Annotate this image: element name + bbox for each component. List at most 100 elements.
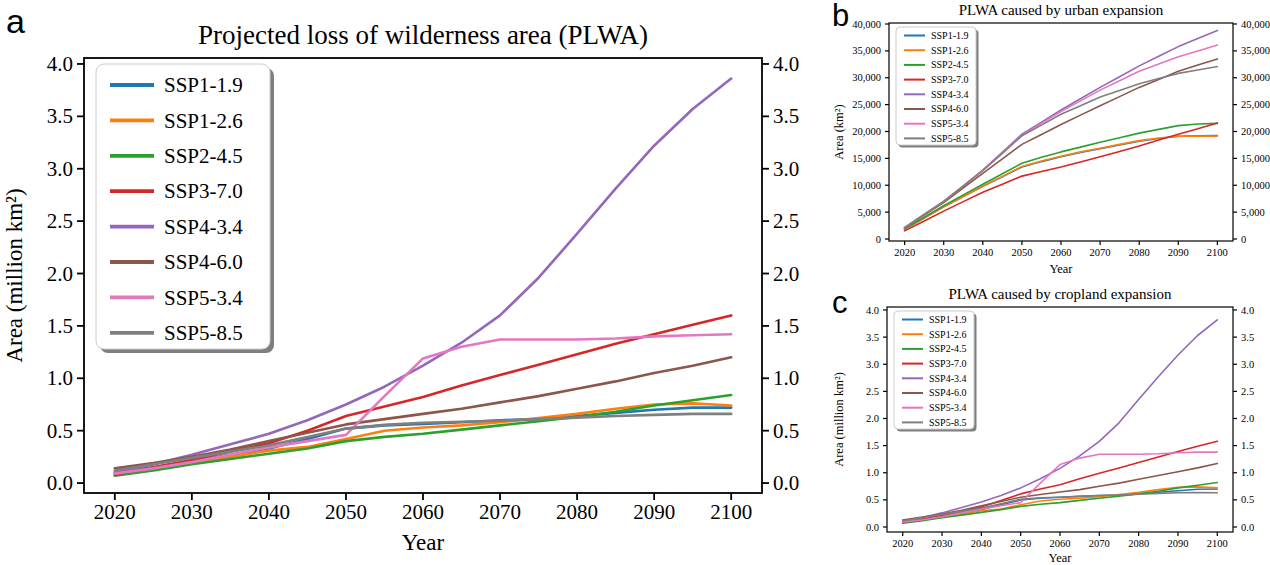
y-tick-label-right: 0.0 (1241, 522, 1254, 533)
x-tick-label: 2050 (1010, 538, 1031, 549)
y-tick-label-left: 2.5 (866, 386, 879, 397)
chart-plwa-cropland: 0.00.00.50.51.01.01.51.52.02.02.52.53.03… (830, 283, 1270, 565)
x-tick-label: 2060 (1051, 247, 1072, 258)
y-tick-label-left: 30,000 (852, 72, 881, 83)
panel-letter-b: b (832, 0, 849, 31)
y-tick-label-right: 3.0 (1241, 359, 1254, 370)
y-tick-label-right: 3.5 (1241, 332, 1254, 343)
legend-label-SSP5-8.5: SSP5-8.5 (929, 417, 967, 428)
x-tick-label: 2020 (894, 247, 915, 258)
x-tick-label: 2090 (1168, 247, 1189, 258)
x-tick-label: 2040 (971, 538, 992, 549)
y-tick-label-left: 4.0 (866, 305, 879, 316)
x-tick-label: 2100 (1207, 247, 1228, 258)
panel-urban-expansion: b 005,0005,00010,00010,00015,00015,00020… (830, 0, 1270, 283)
x-tick-label: 2060 (1050, 538, 1071, 549)
y-tick-label-right: 4.0 (773, 52, 799, 76)
y-tick-label-right: 35,000 (1241, 45, 1270, 56)
legend: SSP1-1.9SSP1-2.6SSP2-4.5SSP3-7.0SSP4-3.4… (894, 311, 977, 432)
x-tick-label: 2090 (1167, 538, 1188, 549)
y-tick-label-right: 0.0 (773, 471, 799, 495)
legend-label-SSP1-2.6: SSP1-2.6 (929, 329, 967, 340)
x-tick-label: 2060 (402, 500, 444, 524)
y-tick-label-right: 5,000 (1241, 207, 1265, 218)
y-tick-label-left: 15,000 (852, 153, 881, 164)
y-tick-label-left: 2.5 (47, 209, 73, 233)
x-axis-label: Year (1049, 262, 1073, 276)
legend-label-SSP2-4.5: SSP2-4.5 (929, 343, 967, 354)
x-tick-label: 2030 (932, 538, 953, 549)
y-tick-label-left: 0.5 (866, 494, 879, 505)
y-tick-label-right: 10,000 (1241, 180, 1270, 191)
y-tick-label-left: 1.5 (47, 314, 73, 338)
y-tick-label-right: 2.5 (1241, 386, 1254, 397)
chart-plwa-urban: 005,0005,00010,00010,00015,00015,00020,0… (830, 0, 1270, 283)
legend-label-SSP4-6.0: SSP4-6.0 (164, 250, 243, 274)
x-tick-label: 2070 (1089, 538, 1110, 549)
legend: SSP1-1.9 SSP1-2.6 SSP2-4.5 SSP3-7.0 SSP4-3.4… (896, 27, 979, 148)
y-tick-label-right: 4.0 (1241, 305, 1254, 316)
y-tick-label-right: 0.5 (773, 419, 799, 443)
panel-letter-a: a (6, 4, 25, 38)
legend-label-SSP4-3.4: SSP4-3.4 (931, 89, 969, 100)
y-axis-label: Area (million km²) (2, 188, 27, 362)
x-tick-label: 2020 (892, 538, 913, 549)
legend-label-SSP5-3.4: SSP5-3.4 (164, 286, 243, 310)
panel-main-plwa: a 0.00.00.50.51.01.01.51.52.02.02.52.53.… (0, 0, 830, 565)
y-tick-label-left: 20,000 (852, 126, 881, 137)
legend-label-SSP4-6.0: SSP4-6.0 (929, 387, 967, 398)
y-tick-label-left: 5,000 (857, 207, 881, 218)
y-tick-label-left: 1.0 (866, 467, 879, 478)
y-tick-label-right: 1.5 (1241, 440, 1254, 451)
y-tick-label-left: 3.5 (47, 104, 73, 128)
panel-letter-c: c (832, 287, 848, 318)
y-tick-label-left: 0 (876, 234, 881, 245)
y-tick-label-right: 1.5 (773, 314, 799, 338)
series-line-SSP5-3.4 (903, 452, 1218, 522)
x-tick-label: 2040 (972, 247, 993, 258)
legend-label-SSP1-1.9: SSP1-1.9 (164, 73, 243, 97)
series-line-SSP1-2.6 (905, 136, 1218, 229)
y-tick-label-left: 3.5 (866, 332, 879, 343)
y-tick-label-right: 25,000 (1241, 99, 1270, 110)
figure: a 0.00.00.50.51.01.01.51.52.02.02.52.53.… (0, 0, 1270, 565)
x-tick-label: 2040 (248, 500, 290, 524)
y-axis-label: Area (km²) (832, 104, 846, 159)
y-tick-label-left: 25,000 (852, 99, 881, 110)
chart-plwa-total: 0.00.00.50.51.01.01.51.52.02.02.52.53.03… (0, 0, 830, 565)
legend-label-SSP5-3.4: SSP5-3.4 (931, 118, 969, 129)
y-tick-label-right: 30,000 (1241, 72, 1270, 83)
x-tick-label: 2030 (933, 247, 954, 258)
y-tick-label-right: 1.0 (773, 366, 799, 390)
y-tick-label-right: 20,000 (1241, 126, 1270, 137)
legend-label-SSP1-2.6: SSP1-2.6 (931, 45, 969, 56)
legend-label-SSP2-4.5: SSP2-4.5 (931, 59, 969, 70)
y-tick-label-left: 3.0 (47, 157, 73, 181)
chart-title: PLWA caused by urban expansion (959, 2, 1164, 18)
y-tick-label-right: 2.5 (773, 209, 799, 233)
y-tick-label-right: 0 (1241, 234, 1246, 245)
x-tick-label: 2100 (710, 500, 752, 524)
chart-title: PLWA caused by cropland expansion (948, 286, 1172, 302)
panel-cropland-expansion: c 0.00.00.50.51.01.01.51.52.02.02.52.53.… (830, 283, 1270, 565)
legend-label-SSP5-8.5: SSP5-8.5 (164, 321, 243, 345)
y-axis-label: Area (million km²) (832, 372, 846, 467)
series-line-SSP2-4.5 (115, 395, 731, 476)
x-axis-label: Year (402, 530, 445, 555)
legend-label-SSP4-3.4: SSP4-3.4 (164, 215, 243, 239)
legend-label-SSP2-4.5: SSP2-4.5 (164, 144, 243, 168)
x-tick-label: 2070 (1090, 247, 1111, 258)
y-tick-label-left: 10,000 (852, 180, 881, 191)
legend-label-SSP3-7.0: SSP3-7.0 (931, 74, 969, 85)
y-tick-label-right: 2.0 (1241, 413, 1254, 424)
y-tick-label-right: 3.0 (773, 157, 799, 181)
y-tick-label-right: 0.5 (1241, 494, 1254, 505)
legend-label-SSP5-3.4: SSP5-3.4 (929, 402, 967, 413)
legend-label-SSP1-1.9: SSP1-1.9 (931, 30, 969, 41)
x-tick-label: 2100 (1207, 538, 1228, 549)
x-tick-label: 2050 (1011, 247, 1032, 258)
y-tick-label-left: 0.0 (47, 471, 73, 495)
legend-label-SSP4-3.4: SSP4-3.4 (929, 373, 967, 384)
x-tick-label: 2080 (1128, 538, 1149, 549)
x-tick-label: 2020 (94, 500, 136, 524)
